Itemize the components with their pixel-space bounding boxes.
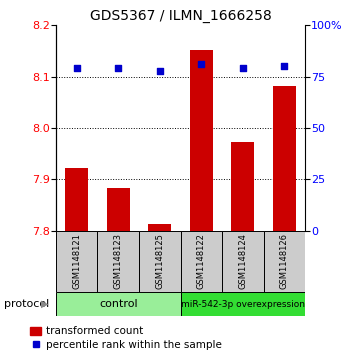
Title: GDS5367 / ILMN_1666258: GDS5367 / ILMN_1666258 — [90, 9, 271, 23]
Point — [157, 68, 162, 73]
Text: GSM1148123: GSM1148123 — [114, 233, 123, 289]
Text: control: control — [99, 299, 138, 309]
Text: GSM1148122: GSM1148122 — [197, 233, 206, 289]
Bar — [180, 292, 305, 316]
Bar — [107, 188, 130, 231]
Text: miR-542-3p overexpression: miR-542-3p overexpression — [181, 299, 305, 309]
Point — [74, 66, 80, 72]
Bar — [231, 142, 254, 231]
Bar — [56, 292, 180, 316]
Bar — [190, 50, 213, 231]
Text: GSM1148125: GSM1148125 — [155, 233, 164, 289]
Text: protocol: protocol — [4, 299, 49, 309]
Point — [116, 66, 121, 72]
Bar — [222, 231, 264, 292]
Text: ▶: ▶ — [41, 299, 49, 309]
Point — [199, 61, 204, 67]
Bar — [180, 231, 222, 292]
Text: GSM1148121: GSM1148121 — [72, 233, 81, 289]
Bar — [273, 86, 296, 231]
Bar — [264, 231, 305, 292]
Text: GSM1148126: GSM1148126 — [280, 233, 289, 289]
Bar — [139, 231, 180, 292]
Text: GSM1148124: GSM1148124 — [238, 233, 247, 289]
Bar — [56, 231, 97, 292]
Point — [240, 66, 245, 72]
Bar — [97, 231, 139, 292]
Bar — [65, 168, 88, 231]
Legend: transformed count, percentile rank within the sample: transformed count, percentile rank withi… — [30, 326, 222, 350]
Bar — [148, 224, 171, 231]
Point — [282, 64, 287, 69]
